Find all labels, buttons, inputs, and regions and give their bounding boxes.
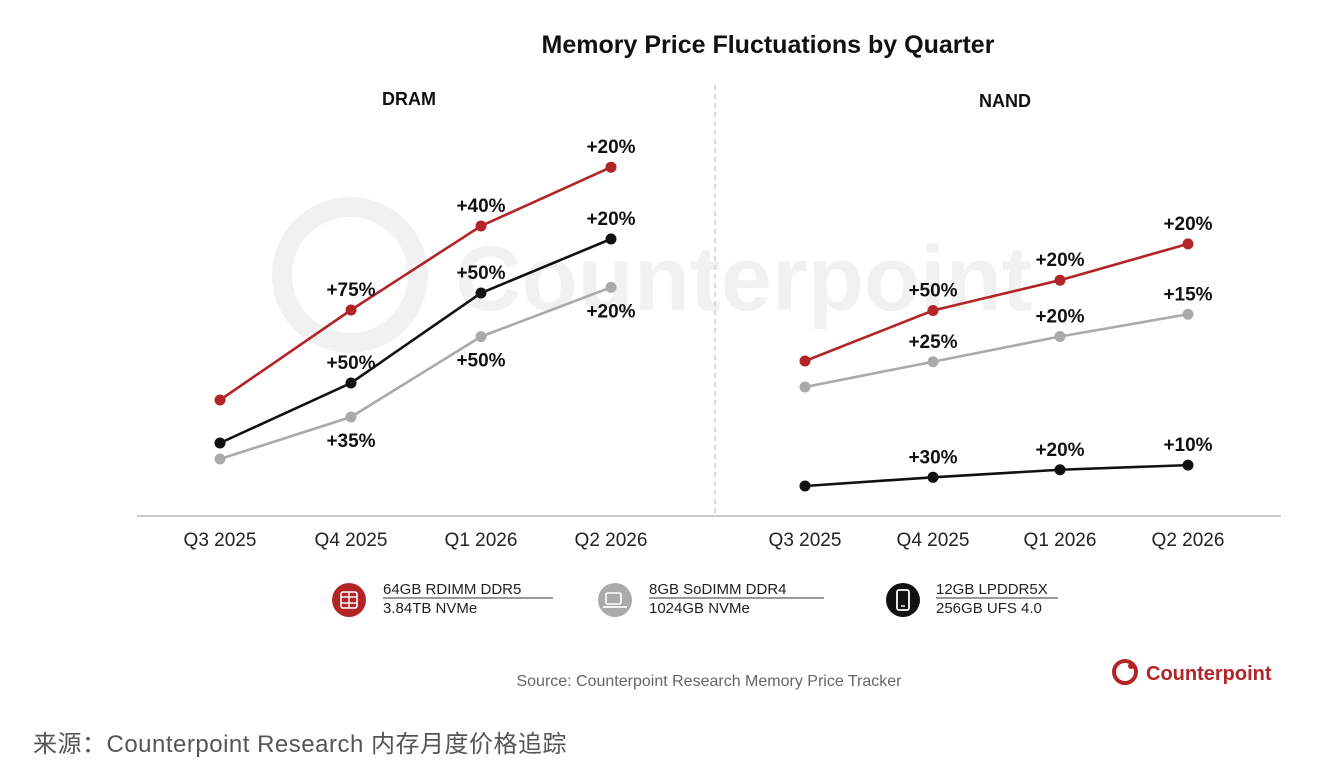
series-line-dram-black [219,237,612,445]
data-label: +20% [1035,440,1084,461]
data-point [1054,274,1066,286]
counterpoint-logo-icon [1112,659,1138,685]
data-label: +20% [586,137,635,158]
data-point [605,233,617,245]
data-point [799,480,811,492]
legend-item-lpddr5x: 12GB LPDDR5X 256GB UFS 4.0 [886,581,1058,617]
data-label: +75% [326,280,375,301]
data-label: +20% [586,209,635,230]
x-tick-label: Q2 2026 [575,530,648,551]
data-point [1182,238,1194,250]
legend-label-line1: 8GB SoDIMM DDR4 [649,581,787,598]
data-point [605,161,617,173]
data-label-layer: +75% +40% +20% +50% +50% +20% +35% +50% +20% +50%… [326,137,1212,468]
data-point [927,471,939,483]
chart-title: Memory Price Fluctuations by Quarter [542,31,995,59]
data-label: +50% [456,351,505,372]
image-caption: 来源：Counterpoint Research 内存月度价格追踪 [33,731,567,758]
data-label: +50% [326,353,375,374]
data-point [927,356,939,368]
data-point [475,220,487,232]
x-tick-label: Q3 2025 [769,530,842,551]
series-line-nand-gray [804,312,1189,389]
series-line-dram-red [219,166,612,402]
data-point [214,394,226,406]
legend: 64GB RDIMM DDR5 3.84TB NVMe 8GB SoDIMM D… [332,581,1058,617]
data-point [1054,331,1066,342]
legend-label-line2: 3.84TB NVMe [383,600,477,617]
data-label: +20% [1035,307,1084,328]
data-point [214,437,226,449]
data-point [214,453,226,465]
legend-item-ddr4: 8GB SoDIMM DDR4 1024GB NVMe [598,581,824,617]
data-label: +35% [326,431,375,452]
x-tick-label: Q4 2025 [897,530,970,551]
data-label: +50% [456,263,505,284]
data-point [345,304,357,316]
series-layer [214,161,1194,492]
x-tick-label: Q1 2026 [1024,530,1097,551]
data-label: +20% [586,301,635,322]
data-label: +20% [1163,214,1212,235]
data-label: +15% [1163,284,1212,305]
watermark-logo-icon [272,197,428,353]
source-note: Source: Counterpoint Research Memory Pri… [516,673,902,690]
data-point [799,381,811,393]
panel-title-nand: NAND [979,91,1031,111]
legend-label-line1: 64GB RDIMM DDR5 [383,581,521,598]
series-line-nand-red [804,242,1189,363]
watermark: Counterpoint [272,197,1032,353]
x-tick-label: Q1 2026 [445,530,518,551]
data-label: +10% [1163,435,1212,456]
data-label: +20% [1035,250,1084,271]
series-line-nand-black [804,463,1189,488]
data-point [1182,459,1194,471]
legend-label-line2: 256GB UFS 4.0 [936,600,1042,617]
legend-label-line2: 1024GB NVMe [649,600,750,617]
data-label: +30% [908,447,957,468]
smartphone-icon [886,583,920,617]
brand-logo: Counterpoint [1112,659,1272,685]
brand-name: Counterpoint [1146,663,1272,685]
data-label: +40% [456,196,505,217]
data-point [1054,464,1066,476]
x-tick-label: Q4 2025 [315,530,388,551]
x-tick-label: Q3 2025 [184,530,257,551]
legend-label-line1: 12GB LPDDR5X [936,581,1048,598]
laptop-memory-icon [598,583,632,617]
series-line-dram-gray [219,286,612,461]
data-point [475,331,487,343]
data-point [475,287,487,299]
data-label: +25% [908,332,957,353]
data-point [345,377,357,389]
legend-item-ddr5: 64GB RDIMM DDR5 3.84TB NVMe [332,581,553,617]
data-point [605,281,617,293]
data-point [345,411,357,423]
data-point [1182,308,1194,320]
data-point [927,305,939,316]
data-label: +50% [908,281,957,302]
panel-title-dram: DRAM [382,89,436,109]
x-tick-label: Q2 2026 [1152,530,1225,551]
data-point [799,355,811,367]
